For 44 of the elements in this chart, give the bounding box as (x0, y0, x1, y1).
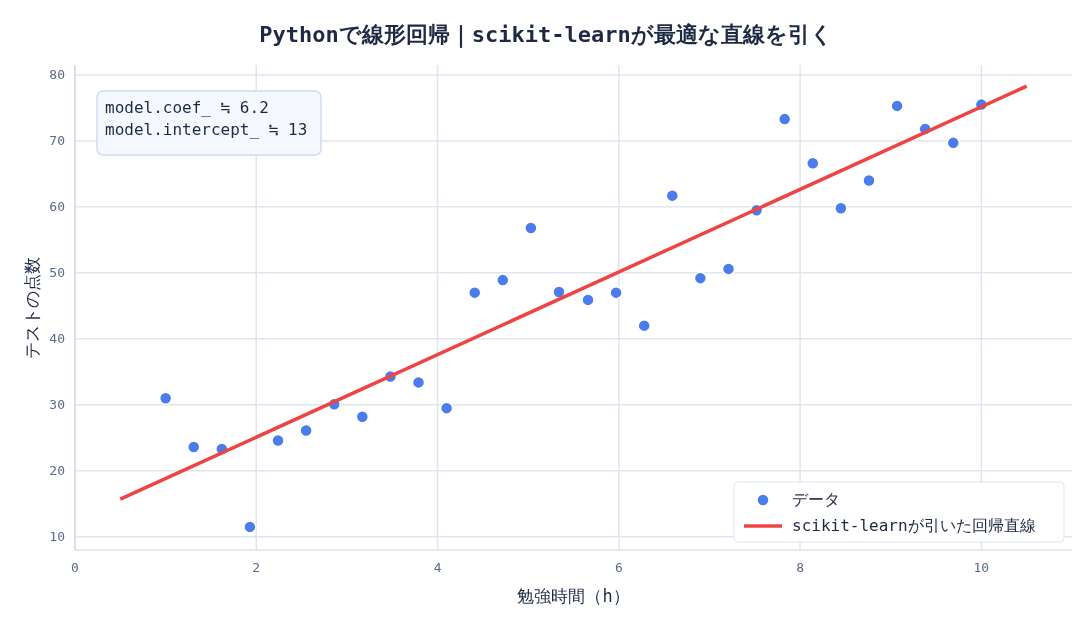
point (581, 293, 595, 307)
point (777, 112, 792, 126)
x-tick-label: 0 (71, 560, 79, 575)
legend-label: scikit-learnが引いた回帰直線 (792, 516, 1036, 535)
x-tick-label: 4 (433, 560, 442, 575)
x-tick-label: 6 (614, 560, 623, 575)
point (637, 318, 651, 333)
x-tick-label: 10 (973, 560, 990, 575)
point (355, 409, 370, 424)
y-tick-label: 20 (49, 462, 65, 478)
point (467, 285, 482, 300)
point (862, 173, 876, 188)
point (243, 520, 257, 534)
point (496, 273, 510, 287)
point (946, 136, 961, 150)
point (299, 423, 313, 438)
y-axis-title: テストの点数 (22, 256, 42, 359)
point (158, 391, 173, 405)
point (721, 262, 736, 276)
point (411, 375, 426, 390)
chart-title: Pythonで線形回帰｜scikit-learnが最適な直線を引く (259, 22, 833, 48)
point (524, 221, 538, 235)
y-tick-label: 30 (49, 396, 65, 412)
annotation: model.coef_ ≒ 6.2 model.intercept_ ≒ 13 (105, 98, 308, 139)
y-tick-label: 70 (49, 132, 65, 148)
x-axis-title: 勉強時間（h） (517, 586, 630, 606)
y-tick-label: 50 (49, 264, 65, 280)
y-tick-label: 80 (49, 66, 65, 82)
y-tick-label: 40 (49, 330, 65, 346)
y-tick-label: 10 (49, 528, 65, 544)
legend-label: データ (792, 490, 840, 509)
x-tick-label: 8 (796, 560, 804, 575)
point (609, 285, 623, 300)
point (665, 188, 680, 203)
point (834, 201, 848, 215)
point (552, 285, 566, 299)
point (271, 433, 285, 448)
y-tick-label: 60 (49, 198, 65, 214)
point (439, 401, 454, 415)
point (693, 271, 708, 285)
point (806, 156, 820, 171)
point (186, 440, 201, 454)
point (890, 99, 904, 113)
x-tick-label: 2 (252, 560, 261, 575)
